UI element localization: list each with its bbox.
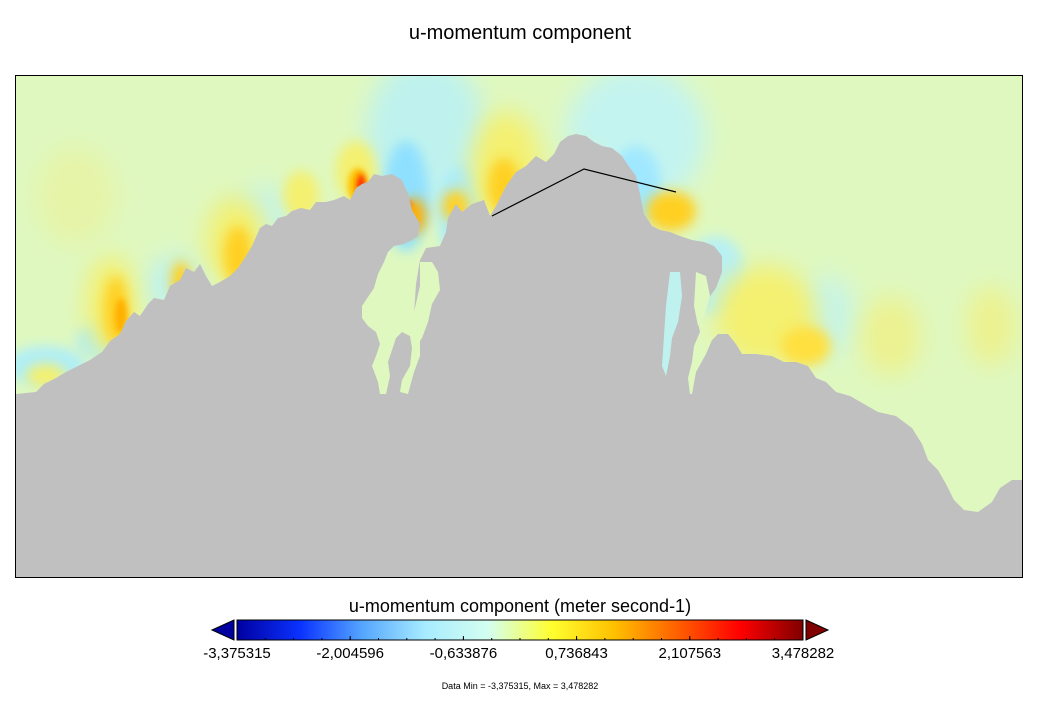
colorbar-over-arrow — [805, 619, 830, 641]
transect-line — [491, 168, 677, 217]
colorbar-gradient — [236, 619, 804, 641]
colorbar-tick-label: 0,736843 — [545, 645, 608, 662]
map-svg — [16, 76, 1022, 577]
colorbar — [210, 619, 830, 641]
colorbar-tick-label: -0,633876 — [429, 645, 498, 662]
colorbar-title: u-momentum component (meter second-1) — [348, 596, 692, 616]
colorbar-tick-label: -3,375315 — [203, 645, 271, 662]
colorbar-tick-label: -2,004596 — [316, 645, 384, 662]
colorbar-tick-label: 2,107563 — [658, 645, 722, 662]
colorbar-under-arrow — [210, 619, 235, 641]
chart-title: u-momentum component — [408, 22, 632, 44]
inland-water — [364, 262, 710, 376]
colorbar-tick-label: 3,478282 — [771, 645, 835, 662]
data-range-text: Data Min = -3,375315, Max = 3,478282 — [441, 681, 599, 691]
map-plot-area — [15, 75, 1023, 578]
land-mask — [16, 134, 1022, 577]
